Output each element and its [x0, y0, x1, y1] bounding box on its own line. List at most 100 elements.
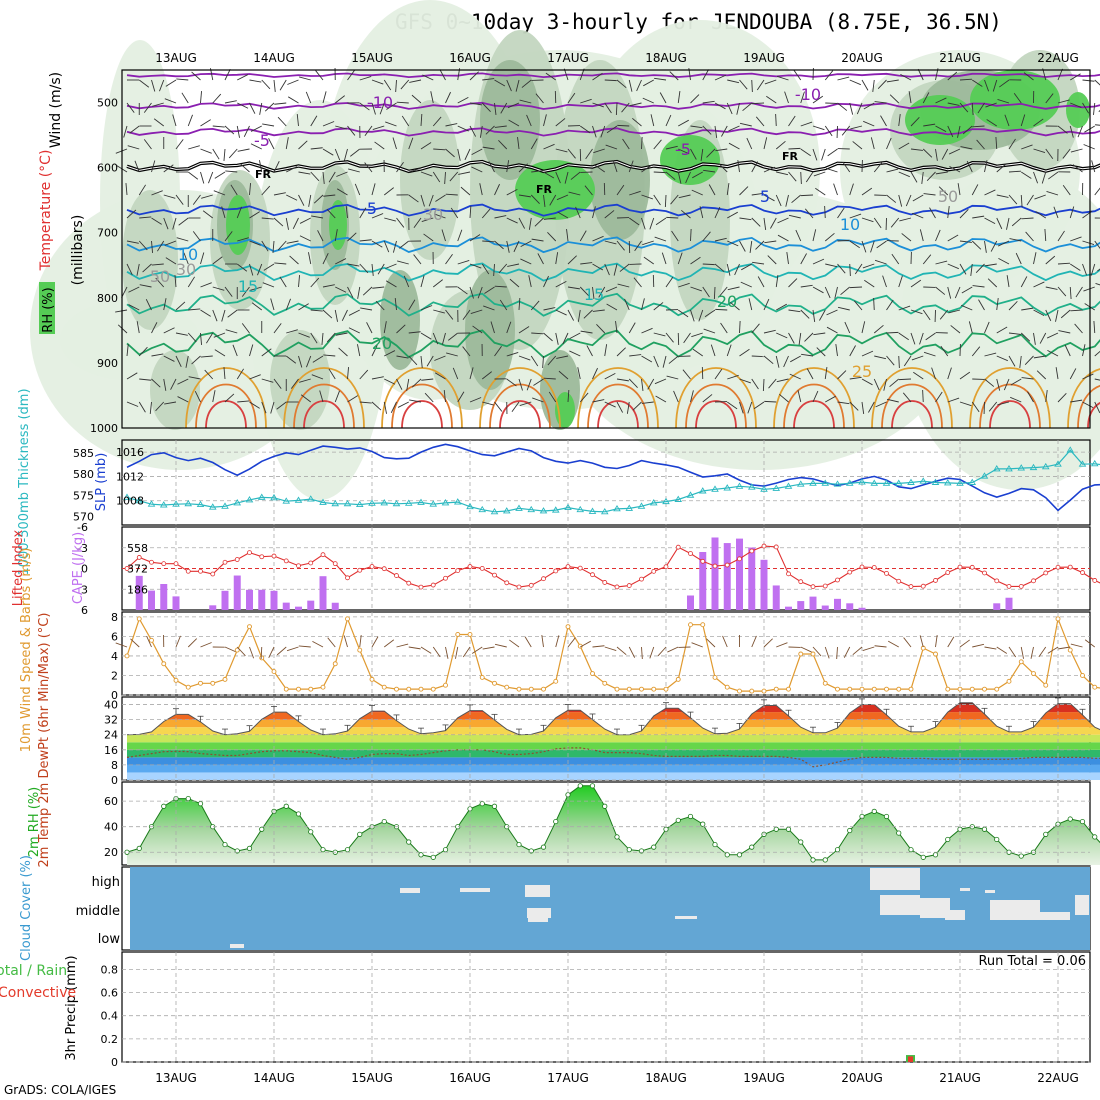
surface-wind-barb [852, 646, 863, 656]
surface-wind-barb [224, 646, 237, 653]
wind-barb [564, 171, 569, 184]
wind-barb [470, 309, 483, 314]
wind-barb [643, 79, 654, 87]
surface-wind-barb [187, 638, 198, 648]
wind-barb [1013, 93, 1022, 104]
rh-marker [945, 836, 951, 843]
wind-barb [420, 332, 432, 340]
thickness-marker [319, 498, 327, 505]
wind-barb [359, 76, 372, 81]
wind-barb [152, 102, 164, 107]
slp-tick-label: 1016 [116, 446, 144, 459]
wind-barb [528, 275, 532, 288]
wind-barb [139, 216, 152, 219]
rh-marker [651, 844, 657, 850]
rh-marker [847, 827, 853, 834]
wind-speed-marker [504, 684, 510, 690]
li-marker [982, 570, 987, 576]
cloud-clear-patch [230, 944, 244, 948]
wind-barb [225, 170, 238, 173]
li-marker [626, 583, 632, 588]
wind-barb [746, 137, 753, 150]
li-marker [896, 578, 902, 584]
wind-barb [714, 74, 727, 81]
wind-barb [299, 378, 311, 383]
thickness-marker [1005, 465, 1013, 472]
wind-barb [800, 91, 805, 104]
wind-barb [432, 279, 443, 288]
wind-barb [261, 378, 274, 383]
rh-marker [614, 834, 620, 840]
contour-label: 50 [938, 187, 958, 206]
wind-barb [434, 372, 446, 380]
wind-barb [751, 161, 758, 173]
wind-barb [616, 378, 629, 382]
wind-barb [348, 168, 360, 173]
wind-barb [739, 217, 752, 221]
wind-barb [856, 102, 863, 115]
thickness-marker [637, 502, 646, 509]
wind-barb [343, 148, 348, 161]
thickness-marker [404, 499, 413, 506]
wind-barb [520, 240, 532, 248]
wind-barb [996, 378, 1001, 391]
wind-barb [861, 187, 873, 196]
wind-barb [236, 125, 240, 138]
wind-barb [188, 145, 200, 150]
wind-barb [341, 309, 348, 321]
wind-speed-marker [945, 686, 951, 692]
wind-barb [776, 171, 789, 176]
rh-series-line [126, 785, 1100, 861]
wind-barb [898, 378, 912, 381]
wind-barb [224, 286, 233, 297]
wind-barb [861, 240, 867, 253]
surface-temp-contour [499, 400, 541, 429]
li-marker [492, 572, 497, 578]
isotherm-line [126, 236, 1100, 254]
cape-bar [246, 589, 253, 610]
thickness-marker [343, 499, 352, 507]
wind-barb [776, 75, 789, 81]
wind-barb [1070, 73, 1081, 81]
wind-barb [310, 309, 323, 312]
cape-bar [785, 606, 792, 610]
wind-barb [825, 263, 838, 268]
wind-barb [815, 187, 826, 196]
date-label-bottom: 13AUG [155, 1071, 197, 1085]
wind-speed-marker [737, 688, 742, 694]
li-marker [712, 563, 718, 569]
thickness-marker [306, 495, 315, 502]
surface-wind-barb [604, 646, 617, 651]
wind-barb [518, 326, 530, 334]
date-label-bottom: 22AUG [1037, 1071, 1079, 1085]
surface-wind-barb [580, 640, 591, 648]
wind-speed-marker [479, 674, 485, 680]
wind-barb [1094, 240, 1100, 249]
wind-barb [383, 79, 392, 91]
wind-speed-marker [761, 688, 767, 694]
wind-barb [666, 216, 679, 219]
wind-barb [819, 309, 826, 321]
date-label-bottom: 19AUG [743, 1071, 785, 1085]
wind-barb [555, 332, 559, 345]
surface-wind-barb [616, 646, 627, 656]
thickness-marker [380, 499, 389, 506]
wind-barb [1094, 187, 1100, 196]
wind-barb [763, 355, 774, 365]
wind-barb [788, 278, 798, 288]
wind-barb [1008, 194, 1018, 205]
wind-barb [739, 240, 746, 252]
contour-label: 5 [760, 187, 770, 206]
wind-barb [751, 102, 765, 105]
wind-barb [703, 328, 716, 334]
wind-speed-marker [345, 616, 350, 622]
surface-wind-barb [276, 646, 287, 656]
wind-barb [812, 148, 818, 161]
precip-tick-label: 0.6 [101, 987, 119, 1000]
rh-marker [418, 852, 424, 858]
wind-barb [1045, 255, 1056, 265]
wind-barb [515, 79, 520, 92]
cape-bar [295, 606, 302, 610]
temp-color-band [127, 742, 1100, 750]
cape-bar [172, 596, 180, 610]
